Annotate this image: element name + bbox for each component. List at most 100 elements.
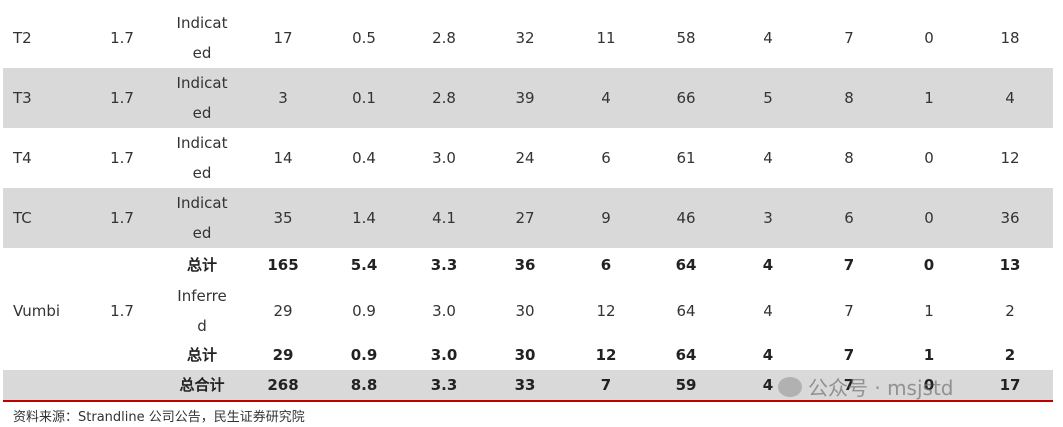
table-cell: 总合计 (179, 376, 225, 394)
table-cell: 66 (676, 89, 696, 107)
table-cell: 13 (999, 256, 1021, 274)
table-cell: 7 (843, 256, 855, 274)
table-cell: 3.0 (432, 302, 456, 320)
table-cell: 1.4 (352, 209, 376, 227)
table-cell: 2 (1005, 302, 1015, 320)
table-cell: 59 (675, 376, 697, 394)
table-cell: 64 (675, 346, 697, 364)
table-cell: 2 (1004, 346, 1016, 364)
table-cell: T4 (13, 149, 32, 167)
table-cell: 29 (273, 302, 293, 320)
table-cell: 64 (675, 256, 697, 274)
table-cell: 3.0 (432, 149, 456, 167)
table-cell: 39 (515, 89, 535, 107)
bottom-rule (3, 400, 1053, 402)
table-cell: 2.8 (432, 89, 456, 107)
table-cell: 14 (273, 149, 293, 167)
table-cell: 61 (676, 149, 696, 167)
table-cell: 4 (762, 376, 774, 394)
table-row: T3 1.7 Indicated 3 0.1 2.8 39 4 66 5 8 1 4 (3, 68, 1053, 128)
table-cell: 6 (844, 209, 854, 227)
table-cell: 0.9 (352, 302, 376, 320)
table-cell: 17 (999, 376, 1021, 394)
table-cell: TC (13, 209, 32, 227)
table-cell: 29 (272, 346, 294, 364)
table-cell: 11 (596, 29, 616, 47)
table-cell: 17 (273, 29, 293, 47)
table-cell: 1.7 (110, 302, 134, 320)
table-cell: 7 (843, 346, 855, 364)
source-note: 资料来源：Strandline 公司公告，民生证券研究院 (13, 410, 305, 425)
table-cell: 12 (1000, 149, 1020, 167)
table-cell: 8 (844, 149, 854, 167)
table-row: T4 1.7 Indicated 14 0.4 3.0 24 6 61 4 8 0 12 (3, 128, 1053, 188)
table-cell: Vumbi (13, 302, 61, 320)
table-cell: 4 (1005, 89, 1015, 107)
table-cell: 36 (514, 256, 536, 274)
table-cell: 5.4 (350, 256, 378, 274)
table-row: Vumbi 1.7 Inferred 29 0.9 3.0 30 12 64 4 7 1 2 (3, 282, 1053, 340)
table-cell: 18 (1000, 29, 1020, 47)
table-cell: 6 (601, 149, 611, 167)
table-cell: 5 (763, 89, 773, 107)
table-cell: 1.7 (110, 149, 134, 167)
table-row: 总合计 268 8.8 3.3 33 7 59 4 7 0 17 (3, 370, 1053, 400)
table-cell: 1 (924, 89, 934, 107)
table-cell: 0.9 (350, 346, 378, 364)
table-cell: 4 (601, 89, 611, 107)
table-cell: 0.1 (352, 89, 376, 107)
table-cell: 0.5 (352, 29, 376, 47)
table-cell: 7 (843, 376, 855, 394)
table-cell: 1.7 (110, 89, 134, 107)
table-cell: 12 (596, 302, 616, 320)
table-cell: 30 (514, 346, 536, 364)
table-cell: 4.1 (432, 209, 456, 227)
table-cell: Indicated (176, 74, 228, 122)
table-cell: 0 (923, 376, 935, 394)
table-cell: 58 (676, 29, 696, 47)
table-cell: 0.4 (352, 149, 376, 167)
table-cell: 27 (515, 209, 535, 227)
table-cell: 32 (515, 29, 535, 47)
table-cell: 3 (763, 209, 773, 227)
table-row: 总计 29 0.9 3.0 30 12 64 4 7 1 2 (3, 340, 1053, 370)
table-cell: 3.3 (430, 376, 458, 394)
table-cell: 4 (763, 149, 773, 167)
table-cell: 24 (515, 149, 535, 167)
table-cell: 4 (762, 256, 774, 274)
table-row: TC 1.7 Indicated 35 1.4 4.1 27 9 46 3 6 0 36 (3, 188, 1053, 248)
table-cell: 0 (924, 209, 934, 227)
table-cell: 1.7 (110, 29, 134, 47)
table-cell: 3.3 (430, 256, 458, 274)
table-cell: Indicated (176, 14, 228, 62)
watermark: 公众号 · msjstd (778, 372, 954, 401)
table-row: 总计 165 5.4 3.3 36 6 64 4 7 0 13 (3, 248, 1053, 282)
watermark-icon (778, 376, 802, 397)
table-cell: 8.8 (350, 376, 378, 394)
table-cell: 46 (676, 209, 696, 227)
table-cell: 7 (844, 302, 854, 320)
table-cell: 268 (267, 376, 299, 394)
table-cell: 3 (278, 89, 288, 107)
table-cell: 6 (600, 256, 612, 274)
table-cell: 0 (923, 256, 935, 274)
table-row: T2 1.7 Indicated 17 0.5 2.8 32 11 58 4 7 0 18 (3, 8, 1053, 68)
table-cell: 4 (763, 29, 773, 47)
table-cell: T2 (13, 29, 32, 47)
table-cell: 8 (844, 89, 854, 107)
table-cell: 36 (1000, 209, 1020, 227)
table-cell: 总计 (186, 346, 217, 364)
table-cell: 总计 (186, 256, 217, 274)
table-cell: 9 (601, 209, 611, 227)
table-cell: 4 (763, 302, 773, 320)
table-cell: 1 (923, 346, 935, 364)
table-cell: 0 (924, 149, 934, 167)
table-cell: T3 (13, 89, 32, 107)
table-cell: 64 (676, 302, 696, 320)
table-cell: Inferred (177, 287, 227, 335)
table-cell: 1 (924, 302, 934, 320)
table-cell: 7 (844, 29, 854, 47)
table-cell: 0 (924, 29, 934, 47)
table-cell: 4 (762, 346, 774, 364)
